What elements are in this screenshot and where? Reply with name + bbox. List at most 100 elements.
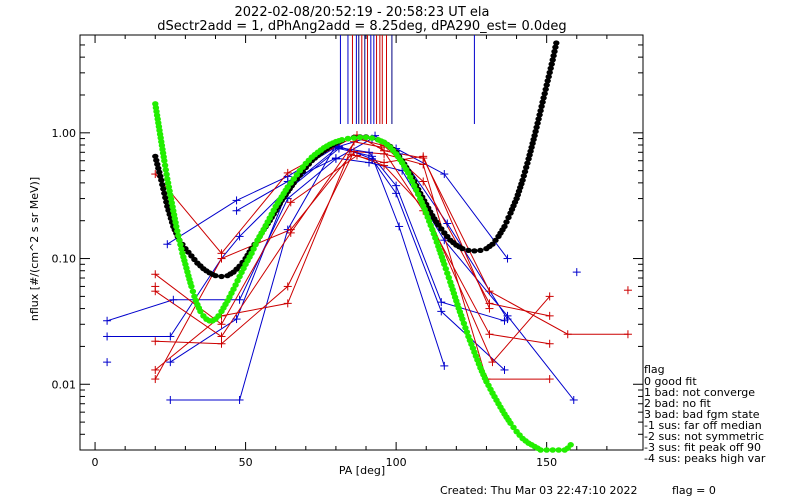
fit-green-dot bbox=[230, 286, 237, 293]
fit-black-dot bbox=[438, 226, 445, 232]
fit-black-dot bbox=[537, 108, 544, 114]
fit-green-dot bbox=[433, 239, 440, 245]
data-point bbox=[331, 154, 340, 163]
data-point bbox=[217, 332, 226, 341]
fit-black-dot bbox=[528, 144, 535, 150]
fit-green-dot bbox=[248, 250, 255, 257]
data-point bbox=[235, 295, 244, 304]
data-point bbox=[419, 177, 428, 186]
fit-black-dot bbox=[531, 133, 538, 139]
fit-black-dot bbox=[159, 182, 166, 188]
fit-black-dot bbox=[157, 173, 164, 179]
fit-green-dot bbox=[188, 283, 195, 290]
data-point bbox=[392, 189, 401, 198]
fit-black-dot bbox=[544, 78, 551, 84]
data-point bbox=[151, 282, 160, 291]
data-point bbox=[166, 332, 175, 341]
fit-black-dot bbox=[218, 273, 225, 280]
fit-black-dot bbox=[525, 156, 532, 162]
fit-green-dot bbox=[189, 288, 197, 295]
data-point bbox=[283, 282, 292, 291]
fit-black-dot bbox=[538, 103, 545, 109]
data-point bbox=[485, 304, 494, 313]
fit-green-dot bbox=[175, 232, 182, 239]
data-point bbox=[485, 287, 494, 296]
fit-black-dot bbox=[527, 148, 534, 154]
y-tick-label: 0.01 bbox=[52, 378, 77, 391]
fit-green-dot bbox=[444, 270, 451, 277]
fit-black-dot bbox=[548, 61, 555, 67]
fit-green-dot bbox=[293, 172, 300, 178]
data-point bbox=[419, 160, 428, 169]
fit-green-dot bbox=[284, 184, 291, 190]
axes: 0 50 100 150 0.01 0.10 1.00 bbox=[52, 34, 644, 469]
legend-entry: -3 sus: fit peak off 90 bbox=[644, 441, 761, 454]
data-point bbox=[151, 365, 160, 374]
data-point bbox=[283, 168, 292, 177]
series-line bbox=[154, 154, 551, 364]
fit-black-dot bbox=[505, 214, 512, 221]
fit-black-dot bbox=[533, 124, 540, 130]
fit-black-dot bbox=[519, 177, 526, 183]
y-axis-label: nflux [#/(cm^2 s sr MeV)] bbox=[28, 177, 41, 321]
legend-entry: 2 bad: no fit bbox=[644, 397, 712, 410]
data-point bbox=[286, 198, 295, 207]
data-point bbox=[563, 330, 572, 339]
fit-black-dot bbox=[465, 247, 472, 253]
fit-black-dot bbox=[551, 48, 558, 55]
data-point bbox=[545, 292, 554, 301]
data-point bbox=[419, 152, 428, 161]
fit-green-dot bbox=[177, 241, 184, 248]
data-point bbox=[166, 395, 175, 404]
fit-green-dot bbox=[567, 442, 574, 448]
fit-green-dot bbox=[176, 237, 183, 243]
fit-black-dot bbox=[492, 237, 499, 243]
fit-black-dot bbox=[529, 140, 536, 146]
fit-green-dot bbox=[338, 137, 346, 143]
fit-black-dot bbox=[489, 241, 496, 247]
data-point bbox=[334, 144, 343, 153]
fit-black-dot bbox=[158, 177, 165, 183]
fit-green-dot bbox=[368, 135, 376, 141]
fit-green-dot bbox=[252, 241, 259, 248]
data-point bbox=[346, 150, 355, 159]
fit-black-dot bbox=[501, 223, 508, 230]
data-point bbox=[217, 339, 226, 348]
x-tick-label: 100 bbox=[386, 456, 407, 469]
y-tick-label: 0.10 bbox=[52, 253, 77, 266]
sector-ticks bbox=[339, 35, 475, 124]
fit-black-dot bbox=[477, 247, 484, 253]
data-point bbox=[232, 206, 241, 215]
fit-green-dot bbox=[234, 277, 241, 284]
fit-green-dot bbox=[463, 329, 471, 335]
fit-black-dot bbox=[155, 165, 162, 171]
fit-black-dot bbox=[539, 99, 546, 105]
fit-black-dot bbox=[164, 203, 171, 209]
fit-black-dot bbox=[471, 248, 478, 254]
fit-green-dot bbox=[549, 447, 556, 453]
fit-black-dot bbox=[524, 160, 531, 166]
fit-green-dot bbox=[215, 313, 222, 319]
fit-black-dot bbox=[153, 157, 160, 163]
data-point bbox=[437, 307, 446, 316]
series-line bbox=[154, 141, 550, 371]
data-point bbox=[365, 158, 374, 167]
fit-green-dot bbox=[507, 420, 514, 427]
legend-entry: 1 bad: not converge bbox=[644, 386, 755, 399]
data-point bbox=[151, 337, 160, 346]
data-point bbox=[440, 170, 449, 179]
data-point bbox=[545, 375, 554, 384]
fit-green-dot bbox=[250, 246, 257, 252]
fit-green-dot bbox=[161, 162, 169, 169]
footer: Created: Thu Mar 03 22:47:10 2022 flag =… bbox=[440, 484, 716, 497]
fit-black-dot bbox=[553, 40, 560, 46]
data-point bbox=[368, 152, 377, 161]
series-line bbox=[155, 138, 550, 338]
fit-curves bbox=[152, 40, 574, 453]
data-point bbox=[283, 299, 292, 308]
fit-green-dot bbox=[405, 170, 412, 176]
fit-green-dot bbox=[161, 157, 168, 164]
data-point bbox=[377, 143, 386, 152]
fit-black-dot bbox=[549, 57, 556, 63]
fit-black-dot bbox=[152, 153, 159, 159]
